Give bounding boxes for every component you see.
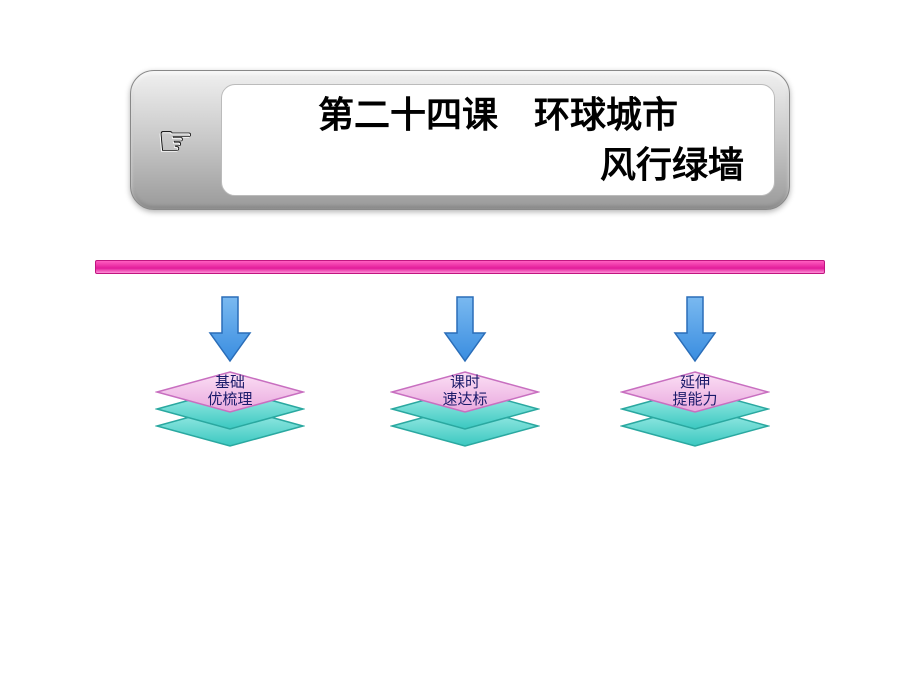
down-arrow-icon	[443, 295, 487, 370]
card-label: 延伸提能力	[620, 374, 770, 409]
pointing-hand-icon: ☜	[157, 116, 195, 165]
title-line-2: 风行绿墙	[600, 140, 774, 190]
layer-top: 课时速达标	[390, 370, 540, 414]
layer-top: 延伸提能力	[620, 370, 770, 414]
card-group[interactable]: 基础优梳理	[150, 295, 310, 450]
divider-bar	[95, 260, 825, 274]
title-panel: ☜ 第二十四课 环球城市 风行绿墙	[130, 70, 790, 210]
title-box: 第二十四课 环球城市 风行绿墙	[221, 84, 775, 196]
card-label: 课时速达标	[390, 374, 540, 409]
title-line-1: 第二十四课 环球城市	[318, 90, 678, 140]
card-label: 基础优梳理	[155, 374, 305, 409]
card-stack: 课时速达标	[385, 370, 545, 450]
card-group[interactable]: 课时速达标	[385, 295, 545, 450]
layer-top: 基础优梳理	[155, 370, 305, 414]
pointer-area: ☜	[131, 71, 221, 209]
card-stack: 延伸提能力	[615, 370, 775, 450]
card-stack: 基础优梳理	[150, 370, 310, 450]
card-group[interactable]: 延伸提能力	[615, 295, 775, 450]
down-arrow-icon	[673, 295, 717, 370]
down-arrow-icon	[208, 295, 252, 370]
